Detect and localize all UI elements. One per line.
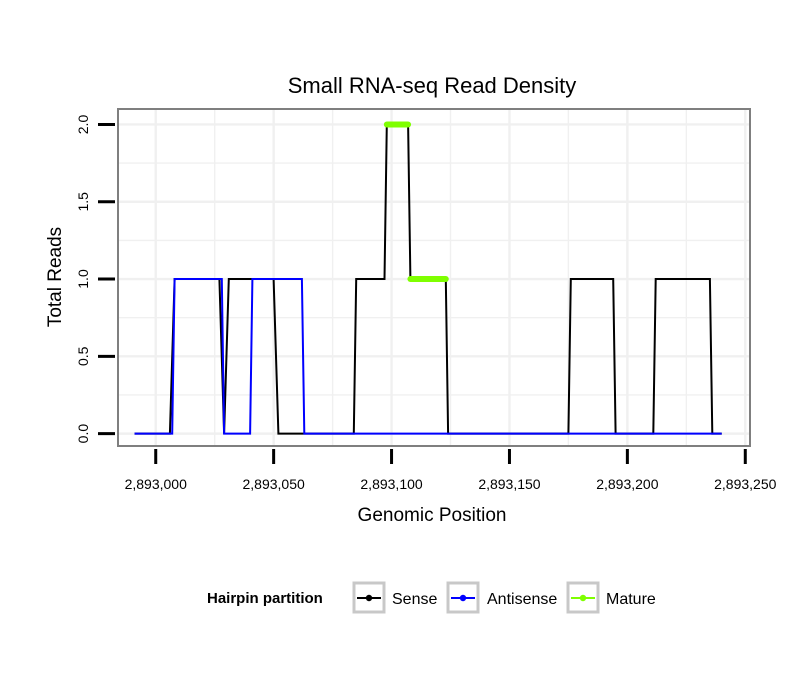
y-tick-label: 0.5 bbox=[75, 346, 91, 366]
x-axis-title: Genomic Position bbox=[358, 505, 507, 526]
x-tick-label: 2,893,150 bbox=[478, 476, 540, 492]
x-tick-label: 2,893,100 bbox=[360, 476, 422, 492]
legend: Hairpin partition Sense Antisense Mature bbox=[207, 581, 656, 614]
legend-dot-sense bbox=[365, 594, 373, 602]
x-tick-label: 2,893,200 bbox=[596, 476, 658, 492]
series-antisense-line bbox=[134, 278, 722, 435]
legend-item-sense: Sense bbox=[352, 581, 437, 614]
series-lines bbox=[134, 121, 722, 435]
chart-title: Small RNA-seq Read Density bbox=[288, 73, 577, 98]
grid-lines bbox=[118, 109, 750, 446]
y-tick-label: 0.0 bbox=[75, 424, 91, 444]
legend-label-sense: Sense bbox=[392, 591, 437, 608]
y-tick-label: 2.0 bbox=[75, 115, 91, 135]
y-axis-title: Total Reads bbox=[45, 227, 66, 327]
legend-item-antisense: Antisense bbox=[446, 581, 557, 614]
legend-label-mature: Mature bbox=[606, 591, 656, 608]
legend-dot-mature bbox=[579, 594, 587, 602]
y-tick-label: 1.5 bbox=[75, 192, 91, 212]
x-tick-label: 2,893,050 bbox=[242, 476, 304, 492]
x-tick-label: 2,893,250 bbox=[714, 476, 776, 492]
x-tick-label: 2,893,000 bbox=[125, 476, 187, 492]
plot-border bbox=[117, 108, 751, 447]
legend-label-antisense: Antisense bbox=[487, 591, 557, 608]
legend-item-mature: Mature bbox=[566, 581, 656, 614]
y-tick-label: 1.0 bbox=[75, 269, 91, 289]
legend-title: Hairpin partition bbox=[207, 590, 323, 607]
legend-dot-antisense bbox=[459, 594, 467, 602]
axes: 2,893,000 2,893,050 2,893,100 2,893,150 2,89… bbox=[75, 115, 777, 492]
